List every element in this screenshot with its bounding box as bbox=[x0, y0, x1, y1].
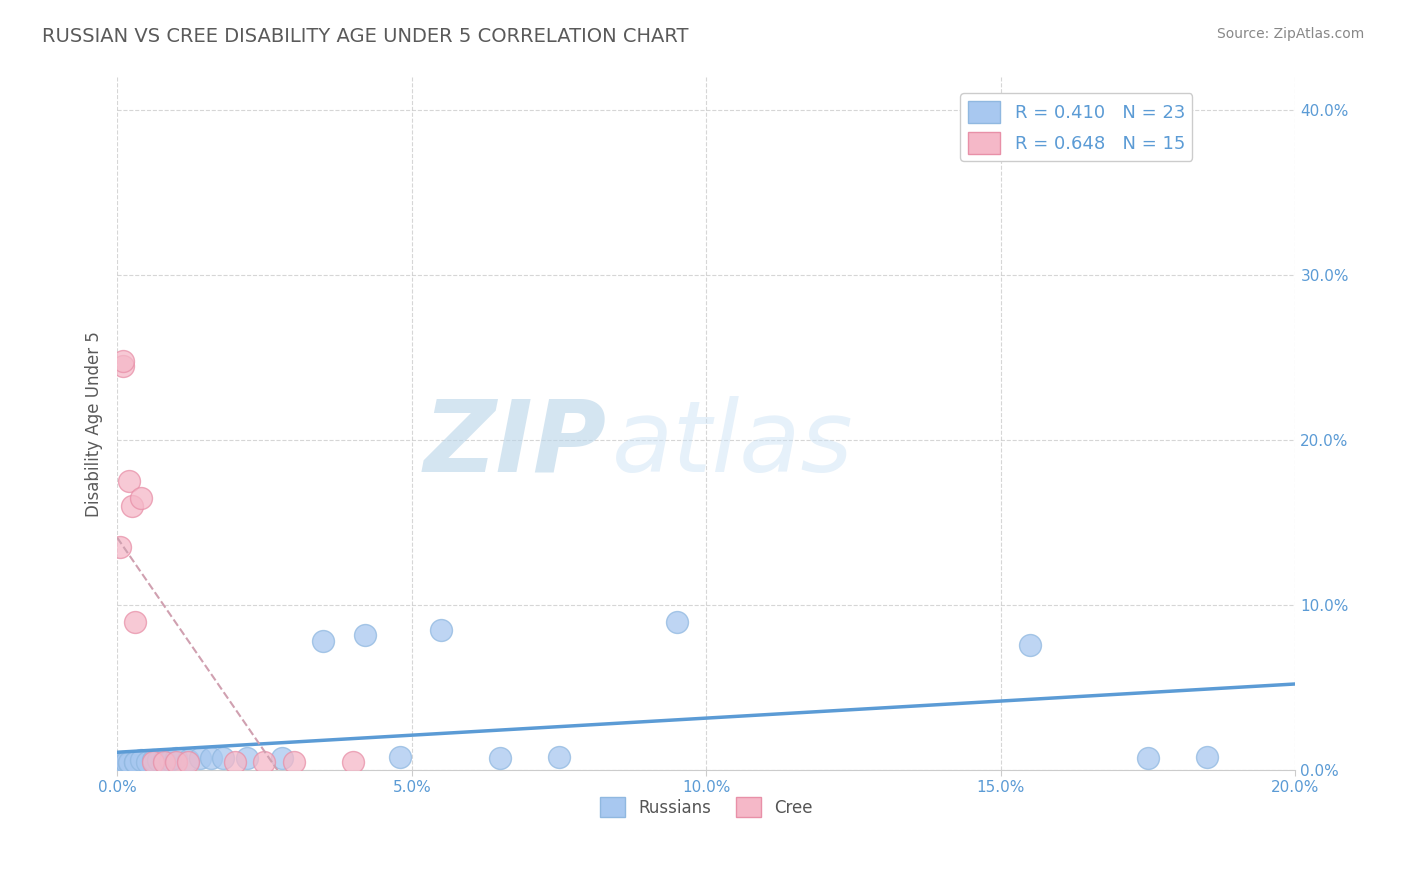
Text: Source: ZipAtlas.com: Source: ZipAtlas.com bbox=[1216, 27, 1364, 41]
Point bbox=[1197, 749, 1219, 764]
Point bbox=[430, 623, 453, 637]
Legend: Russians, Cree: Russians, Cree bbox=[593, 790, 820, 824]
Point bbox=[129, 753, 152, 767]
Point bbox=[112, 755, 135, 769]
Point bbox=[388, 749, 411, 764]
Point bbox=[489, 751, 512, 765]
Point bbox=[129, 491, 152, 505]
Point bbox=[124, 755, 146, 769]
Point bbox=[177, 755, 200, 769]
Point bbox=[118, 755, 141, 769]
Point bbox=[112, 359, 135, 373]
Point bbox=[112, 354, 135, 368]
Point bbox=[115, 755, 138, 769]
Point bbox=[271, 751, 294, 765]
Point bbox=[548, 749, 571, 764]
Point bbox=[141, 755, 163, 769]
Point bbox=[200, 751, 222, 765]
Point bbox=[253, 755, 276, 769]
Text: RUSSIAN VS CREE DISABILITY AGE UNDER 5 CORRELATION CHART: RUSSIAN VS CREE DISABILITY AGE UNDER 5 C… bbox=[42, 27, 689, 45]
Point bbox=[188, 751, 211, 765]
Point bbox=[159, 753, 181, 767]
Point bbox=[283, 755, 305, 769]
Point bbox=[148, 753, 170, 767]
Point bbox=[353, 628, 375, 642]
Point bbox=[224, 755, 246, 769]
Point bbox=[112, 756, 135, 771]
Y-axis label: Disability Age Under 5: Disability Age Under 5 bbox=[86, 331, 103, 516]
Point bbox=[135, 755, 157, 769]
Point bbox=[118, 756, 141, 771]
Point bbox=[1137, 751, 1160, 765]
Point bbox=[165, 751, 187, 765]
Text: atlas: atlas bbox=[612, 396, 853, 493]
Point bbox=[153, 755, 176, 769]
Point bbox=[165, 755, 187, 769]
Point bbox=[108, 756, 131, 771]
Point bbox=[342, 755, 364, 769]
Point bbox=[236, 751, 259, 765]
Text: ZIP: ZIP bbox=[423, 396, 606, 493]
Point bbox=[665, 615, 688, 629]
Point bbox=[1019, 638, 1042, 652]
Point bbox=[177, 753, 200, 767]
Point bbox=[124, 615, 146, 629]
Point bbox=[121, 499, 143, 513]
Point bbox=[312, 634, 335, 648]
Point bbox=[118, 475, 141, 489]
Point bbox=[212, 751, 235, 765]
Point bbox=[141, 753, 163, 767]
Point bbox=[108, 541, 131, 555]
Point bbox=[153, 753, 176, 767]
Point bbox=[124, 755, 146, 769]
Point bbox=[110, 756, 132, 771]
